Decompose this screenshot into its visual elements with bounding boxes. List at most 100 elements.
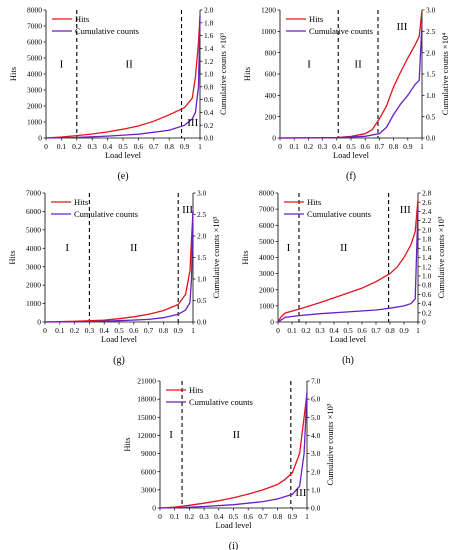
y-tick-label: 0	[270, 318, 274, 327]
x-tick-label: 0.1	[55, 326, 65, 335]
x-tick-label: 0.5	[118, 142, 128, 151]
x-tick-label: 0.2	[185, 512, 195, 521]
x-tick-label: 0.5	[343, 326, 353, 335]
x-tick-label: 0.8	[385, 326, 395, 335]
region-label-3: III	[182, 204, 193, 216]
region-label-3: III	[295, 487, 306, 499]
y-tick-label: 7000	[259, 205, 274, 214]
panel-caption: (g)	[113, 355, 125, 366]
y-tick-label: 9000	[141, 449, 156, 458]
x-tick-label: 0.3	[88, 142, 98, 151]
chart-panel-1: 0 0.1 0.2 0.3 0.4 0.5 0.6 0.7 0.8 0.9 1 0 200 400 600 8…	[242, 6, 450, 182]
region-label-2: II	[340, 242, 348, 254]
x-tick-label: 0.7	[144, 326, 154, 335]
x-axis-label: Load level	[101, 334, 138, 344]
x-axis-label: Load level	[330, 334, 367, 344]
y-tick-label: 5000	[259, 237, 274, 246]
hits-series-line	[45, 16, 201, 139]
legend-cumulative-label: Cumulative counts	[309, 26, 373, 36]
x-tick-label: 0.4	[329, 326, 339, 335]
y2-tick-label: 2.5	[197, 210, 207, 219]
y2-tick-label: 7.0	[311, 377, 321, 386]
y2-tick-label: 2.0	[426, 48, 436, 57]
y-tick-label: 8000	[27, 6, 42, 15]
y-tick-label: 0	[272, 134, 276, 143]
y-tick-label: 3000	[259, 269, 274, 278]
y2-tick-label: 1.5	[197, 253, 207, 262]
x-tick-label: 0	[276, 326, 280, 335]
y-tick-label: 2000	[27, 102, 42, 111]
y-axis-label: Hits	[242, 67, 252, 81]
x-tick-label: 0.6	[357, 326, 367, 335]
region-label-3: III	[396, 21, 407, 33]
legend-hits-label: Hits	[75, 14, 89, 24]
cumulative-series-line	[45, 16, 201, 139]
x-tick-label: 0	[278, 142, 282, 151]
x-axis-label: Load level	[215, 520, 252, 530]
x-tick-label: 0.7	[371, 326, 381, 335]
x-tick-label: 0.5	[114, 326, 124, 335]
y-tick-label: 1000	[26, 299, 41, 308]
x-axis-label: Load level	[105, 150, 142, 160]
y2-tick-label: 5.0	[311, 413, 321, 422]
x-tick-label: 0.5	[346, 142, 356, 151]
x-tick-label: 0.1	[170, 512, 180, 521]
chart-panel-4: 0 0.1 0.2 0.3 0.4 0.5 0.6 0.7 0.8 0.9 1 0 3000 6000 90…	[122, 377, 335, 550]
x-tick-label: 0.1	[287, 326, 297, 335]
y2-tick-label: 1.2	[204, 57, 214, 66]
y-tick-label: 1000	[261, 27, 276, 36]
x-tick-label: 0.8	[159, 326, 169, 335]
x-tick-label: 1	[191, 326, 195, 335]
panel-caption: (f)	[346, 171, 356, 182]
y2-tick-label: 2.4	[422, 207, 432, 216]
x-tick-label: 0.9	[403, 142, 413, 151]
legend-hits-label: Hits	[74, 197, 88, 207]
region-label-3: III	[187, 117, 198, 129]
y2-tick-label: 0.2	[422, 308, 432, 317]
y-axis-label: Hits	[7, 250, 17, 264]
y2-tick-label: 1.0	[426, 91, 436, 100]
x-tick-label: 0.4	[100, 326, 110, 335]
x-tick-label: 0	[158, 512, 162, 521]
x-tick-label: 0.2	[72, 142, 82, 151]
y2-tick-label: 2.0	[422, 225, 432, 234]
x-tick-label: 0.4	[103, 142, 113, 151]
x-tick-label: 0.9	[180, 142, 190, 151]
x-tick-label: 0.8	[389, 142, 399, 151]
legend-cumulative-label: Cumulative counts	[307, 209, 371, 219]
y-tick-label: 2000	[259, 285, 274, 294]
region-label-1: I	[307, 59, 311, 71]
x-tick-label: 0.8	[273, 512, 283, 521]
y2-axis-label: Cumulative counts ×10³	[436, 216, 446, 298]
y2-axis-label: Cumulative counts ×10⁴	[440, 33, 450, 115]
y-tick-label: 400	[265, 91, 277, 100]
y2-tick-label: 0.0	[204, 134, 214, 143]
region-label-1: I	[65, 242, 69, 254]
x-tick-label: 1	[198, 142, 202, 151]
y2-tick-label: 0.5	[197, 296, 207, 305]
region-label-2: II	[354, 59, 362, 71]
y-tick-label: 600	[265, 70, 277, 79]
y-tick-label: 4000	[27, 70, 42, 79]
region-label-3: III	[400, 204, 411, 216]
y2-tick-label: 0.8	[422, 281, 432, 290]
y2-tick-label: 0.4	[422, 299, 432, 308]
y2-tick-label: 1.8	[204, 18, 214, 27]
region-label-1: I	[169, 429, 173, 441]
y-axis-label: Hits	[240, 250, 250, 264]
x-tick-label: 0.7	[375, 142, 385, 151]
x-tick-label: 0.4	[332, 142, 342, 151]
y2-tick-label: 3.0	[311, 449, 321, 458]
x-tick-label: 0.6	[244, 512, 254, 521]
y2-tick-label: 0.0	[197, 318, 207, 327]
x-tick-label: 1	[305, 512, 309, 521]
x-tick-label: 0	[44, 142, 48, 151]
y-tick-label: 800	[265, 48, 277, 57]
y-tick-label: 3000	[141, 485, 156, 494]
y-tick-label: 200	[265, 112, 277, 121]
y2-tick-label: 1.0	[422, 272, 432, 281]
x-tick-label: 0.6	[361, 142, 371, 151]
hits-series-line	[44, 211, 194, 323]
hits-series-line	[159, 393, 308, 509]
